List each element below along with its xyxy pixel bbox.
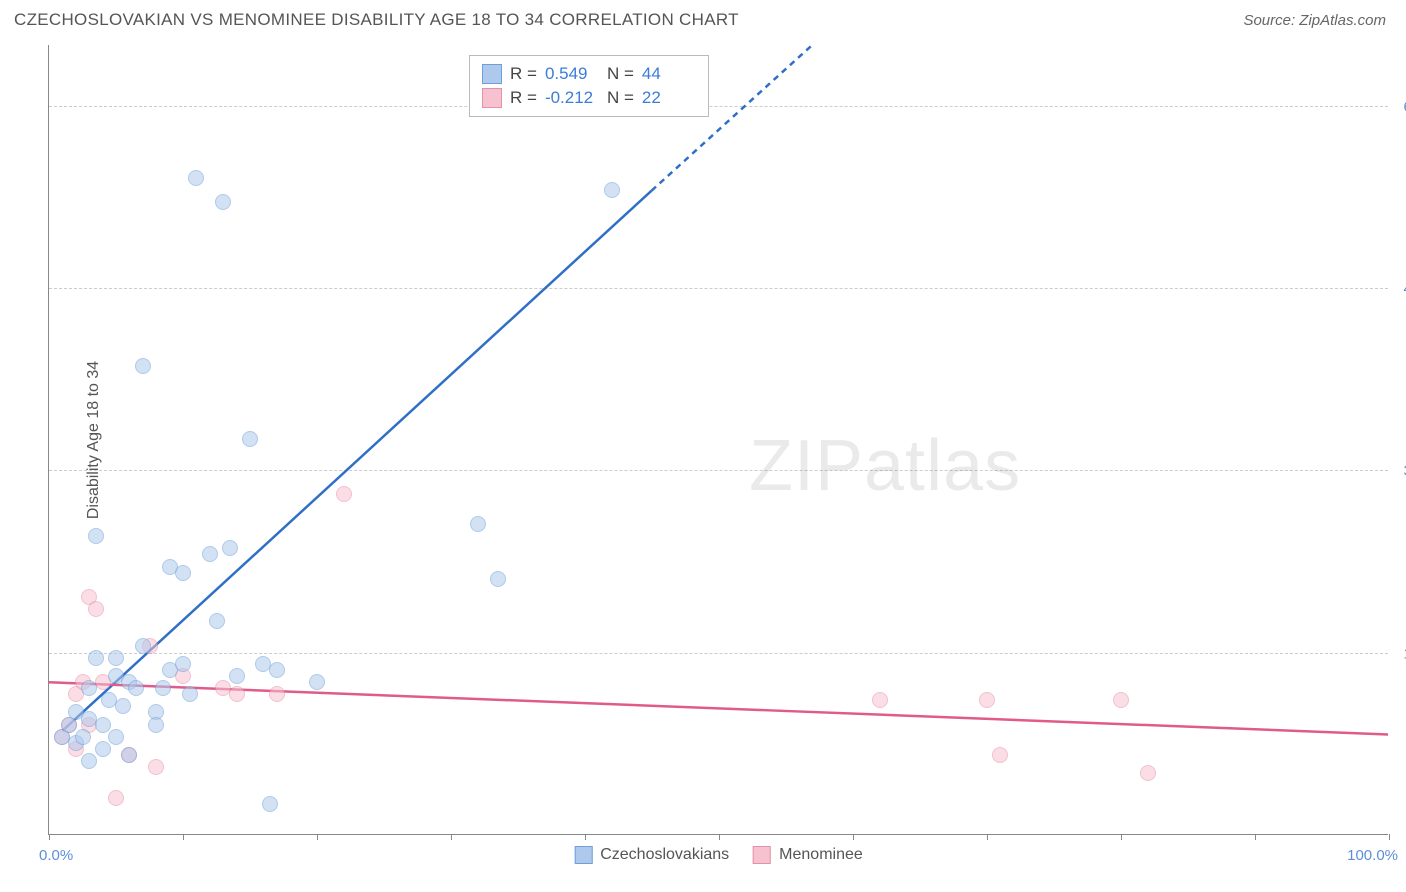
x-tick: [183, 834, 184, 840]
legend-swatch-series1: [574, 846, 592, 864]
scatter-point-series1: [188, 170, 204, 186]
x-tick: [317, 834, 318, 840]
x-tick: [585, 834, 586, 840]
x-axis-min-label: 0.0%: [39, 847, 73, 864]
scatter-point-series1: [135, 358, 151, 374]
stats-r-label: R =: [510, 88, 537, 108]
gridline: 15.0%: [49, 653, 1388, 654]
scatter-point-series1: [95, 741, 111, 757]
scatter-point-series1: [242, 431, 258, 447]
scatter-point-series2: [148, 759, 164, 775]
scatter-point-series2: [872, 692, 888, 708]
x-tick: [853, 834, 854, 840]
scatter-point-series1: [262, 796, 278, 812]
scatter-point-series2: [269, 686, 285, 702]
scatter-point-series2: [979, 692, 995, 708]
watermark: ZIPatlas: [749, 425, 1021, 507]
x-axis-max-label: 100.0%: [1347, 847, 1398, 864]
scatter-point-series1: [470, 516, 486, 532]
x-tick: [451, 834, 452, 840]
x-tick: [987, 834, 988, 840]
y-axis-label: Disability Age 18 to 34: [85, 360, 103, 518]
scatter-point-series1: [490, 571, 506, 587]
scatter-point-series1: [229, 668, 245, 684]
scatter-point-series1: [135, 638, 151, 654]
stats-row-2: R = -0.212 N = 22: [482, 86, 696, 110]
legend-swatch-series2: [753, 846, 771, 864]
scatter-point-series1: [115, 698, 131, 714]
chart-source: Source: ZipAtlas.com: [1243, 12, 1386, 29]
x-tick: [1121, 834, 1122, 840]
scatter-point-series1: [155, 680, 171, 696]
y-tick-label: 30.0%: [1391, 463, 1406, 480]
stats-swatch-1: [482, 64, 502, 84]
legend-label-series2: Menominee: [779, 846, 863, 864]
scatter-point-series2: [336, 486, 352, 502]
y-tick-label: 60.0%: [1391, 98, 1406, 115]
scatter-point-series2: [229, 686, 245, 702]
x-tick: [1389, 834, 1390, 840]
scatter-point-series1: [95, 717, 111, 733]
scatter-point-series1: [175, 565, 191, 581]
scatter-point-series1: [604, 182, 620, 198]
gridline: 60.0%: [49, 106, 1388, 107]
scatter-point-series1: [202, 546, 218, 562]
scatter-point-series1: [309, 674, 325, 690]
scatter-point-series1: [215, 194, 231, 210]
stats-r-value-2: -0.212: [545, 88, 599, 108]
scatter-point-series1: [209, 613, 225, 629]
gridline: 30.0%: [49, 470, 1388, 471]
scatter-point-series1: [108, 729, 124, 745]
stats-box: R = 0.549 N = 44 R = -0.212 N = 22: [469, 55, 709, 117]
scatter-point-series2: [108, 790, 124, 806]
y-tick-label: 45.0%: [1391, 281, 1406, 298]
stats-n-label: N =: [607, 64, 634, 84]
scatter-point-series1: [222, 540, 238, 556]
legend-item-series2: Menominee: [753, 846, 863, 864]
x-tick: [1255, 834, 1256, 840]
scatter-point-series1: [81, 680, 97, 696]
scatter-point-series1: [88, 528, 104, 544]
scatter-point-series1: [88, 650, 104, 666]
legend-item-series1: Czechoslovakians: [574, 846, 729, 864]
stats-row-1: R = 0.549 N = 44: [482, 62, 696, 86]
stats-n-value-1: 44: [642, 64, 696, 84]
scatter-point-series2: [1140, 765, 1156, 781]
stats-swatch-2: [482, 88, 502, 108]
legend: Czechoslovakians Menominee: [574, 846, 863, 864]
scatter-point-series1: [121, 747, 137, 763]
y-tick-label: 15.0%: [1391, 645, 1406, 662]
scatter-point-series1: [128, 680, 144, 696]
chart-plot-area: Disability Age 18 to 34 15.0% 30.0% 45.0% 6…: [48, 45, 1388, 835]
stats-r-label: R =: [510, 64, 537, 84]
scatter-point-series1: [108, 650, 124, 666]
stats-n-value-2: 22: [642, 88, 696, 108]
scatter-point-series2: [1113, 692, 1129, 708]
gridline: 45.0%: [49, 288, 1388, 289]
scatter-point-series1: [81, 753, 97, 769]
scatter-point-series1: [175, 656, 191, 672]
scatter-point-series1: [148, 717, 164, 733]
scatter-point-series2: [88, 601, 104, 617]
stats-n-label: N =: [607, 88, 634, 108]
x-tick: [719, 834, 720, 840]
legend-label-series1: Czechoslovakians: [600, 846, 729, 864]
chart-title: CZECHOSLOVAKIAN VS MENOMINEE DISABILITY …: [14, 10, 739, 30]
stats-r-value-1: 0.549: [545, 64, 599, 84]
scatter-point-series1: [269, 662, 285, 678]
x-tick: [49, 834, 50, 840]
scatter-point-series2: [992, 747, 1008, 763]
scatter-point-series1: [75, 729, 91, 745]
scatter-point-series1: [182, 686, 198, 702]
